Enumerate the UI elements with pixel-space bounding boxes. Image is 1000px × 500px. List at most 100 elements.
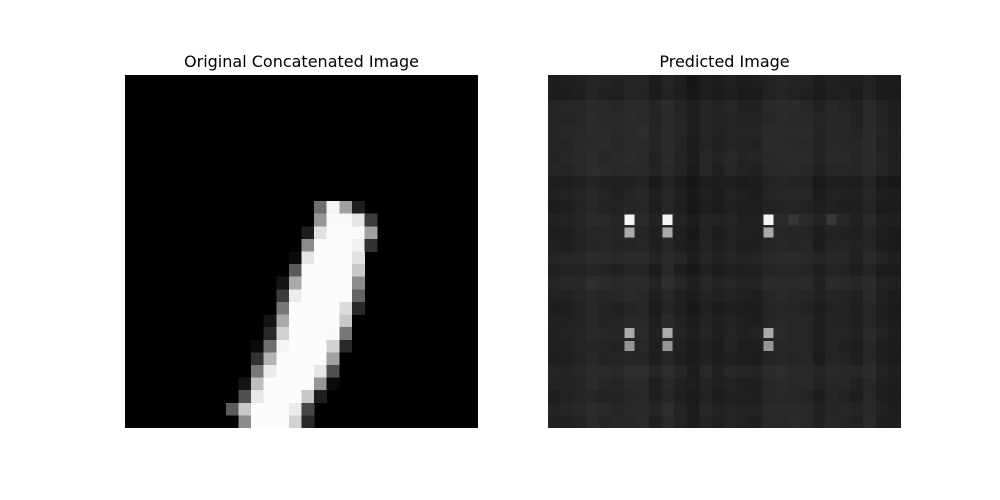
original-pixel [351,276,365,290]
predicted-bright-pixel [624,214,635,225]
predicted-pixel [711,339,725,353]
predicted-pixel [560,314,574,328]
predicted-pixel [711,276,725,290]
predicted-pixel [585,138,599,151]
predicted-pixel [560,125,574,139]
predicted-pixel [699,339,713,353]
predicted-pixel [598,251,612,265]
predicted-pixel [699,377,713,391]
predicted-pixel [636,390,650,404]
predicted-pixel [699,150,713,164]
original-pixel [314,201,327,214]
predicted-pixel [674,289,687,303]
original-pixel [351,226,365,240]
predicted-pixel [711,87,725,101]
predicted-pixel [611,301,624,315]
predicted-pixel [636,314,650,328]
predicted-pixel [661,377,675,391]
predicted-pixel [812,415,826,428]
predicted-pixel [724,75,738,88]
predicted-pixel [875,390,889,404]
predicted-pixel [711,238,725,252]
predicted-pixel [611,276,624,290]
predicted-pixel [800,377,814,391]
predicted-pixel [648,415,662,428]
predicted-pixel [623,87,637,101]
predicted-pixel [548,112,561,126]
predicted-pixel [774,327,788,341]
original-pixel [276,390,290,404]
predicted-pixel [598,276,612,290]
predicted-pixel [661,100,675,114]
predicted-pixel [585,188,599,202]
predicted-pixel [812,201,826,214]
predicted-pixel [573,377,587,391]
predicted-pixel [560,75,574,88]
predicted-pixel [623,314,637,328]
predicted-pixel [762,87,776,101]
predicted-pixel [585,327,599,341]
predicted-pixel [787,87,801,101]
predicted-pixel [749,75,763,88]
predicted-pixel [623,415,637,428]
predicted-pixel [749,138,763,151]
predicted-pixel [573,138,587,151]
predicted-pixel [611,251,624,265]
predicted-pixel [598,75,612,88]
predicted-pixel [611,213,624,227]
predicted-pixel [800,150,814,164]
predicted-pixel [611,327,624,341]
predicted-pixel [863,112,877,126]
predicted-pixel [812,138,826,151]
predicted-pixel [863,188,877,202]
predicted-pixel [611,377,624,391]
predicted-pixel [623,264,637,277]
predicted-pixel [762,415,776,428]
predicted-pixel [875,163,889,177]
predicted-pixel [749,327,763,341]
predicted-pixel [623,377,637,391]
predicted-pixel [724,163,738,177]
predicted-pixel [674,188,687,202]
predicted-pixel [837,238,851,252]
original-pixel [276,377,290,391]
predicted-pixel [661,289,675,303]
predicted-pixel [850,377,864,391]
predicted-pixel [749,352,763,366]
predicted-pixel [888,251,901,265]
predicted-pixel [787,125,801,139]
original-pixel [301,251,315,265]
predicted-pixel [825,238,839,252]
predicted-pixel [648,314,662,328]
predicted-pixel [611,352,624,366]
predicted-pixel [585,238,599,252]
predicted-pixel [623,390,637,404]
predicted-pixel [711,112,725,126]
predicted-pixel [825,352,839,366]
predicted-pixel [661,364,675,378]
predicted-pixel [598,175,612,189]
original-pixel [314,301,327,315]
predicted-pixel [648,175,662,189]
predicted-pixel [749,100,763,114]
predicted-pixel [674,339,687,353]
predicted-pixel [737,213,750,227]
predicted-pixel [787,289,801,303]
predicted-pixel [724,175,738,189]
predicted-pixel [825,301,839,315]
predicted-pixel [548,364,561,378]
predicted-pixel [548,75,561,88]
predicted-pixel [661,301,675,315]
predicted-pixel [749,226,763,240]
predicted-pixel [863,377,877,391]
predicted-pixel [674,213,687,227]
predicted-pixel [636,87,650,101]
predicted-pixel [724,251,738,265]
original-pixel [263,364,277,378]
predicted-pixel [611,201,624,214]
predicted-pixel [774,163,788,177]
predicted-pixel [560,352,574,366]
predicted-pixel [837,112,851,126]
predicted-pixel [774,150,788,164]
predicted-pixel [812,175,826,189]
